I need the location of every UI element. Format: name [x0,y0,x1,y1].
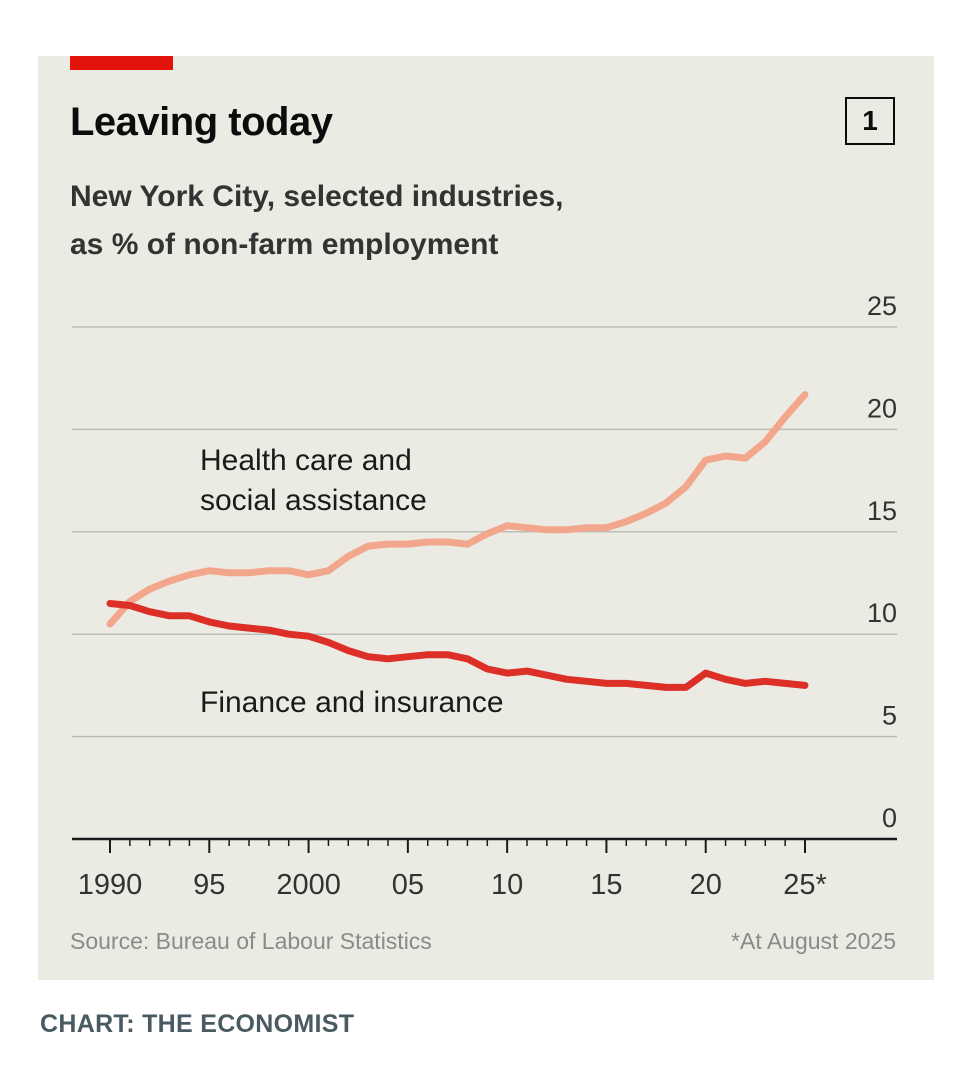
brand-tab [70,56,173,70]
x-axis: 1990 95 2000 05 10 15 20 25* [72,837,897,901]
chart-credit: CHART: THE ECONOMIST [40,1010,355,1038]
series-lines [106,391,809,691]
x-tick-label-1990: 1990 [78,869,143,901]
x-tick-label-2010: 10 [491,869,523,901]
series-label-1-line-0: Finance and insurance [200,686,504,719]
series-line-health-care-and-social-assistance [106,391,809,628]
y-tick-label-20: 20 [867,393,897,423]
chart-panel [38,56,934,980]
series-label-0-line-0: Health care and [200,444,412,477]
chart-subtitle-line-1: New York City, selected industries, [70,180,564,213]
footnote: *At August 2025 [731,928,896,954]
y-axis-labels: 0 5 10 15 20 25 [867,291,897,833]
y-tick-label-15: 15 [867,496,897,526]
x-tick-label-2025: 25* [783,869,827,901]
source-note: Source: Bureau of Labour Statistics [70,928,432,954]
y-tick-label-25: 25 [867,291,897,321]
x-tick-label-2020: 20 [690,869,722,901]
y-tick-label-5: 5 [882,701,897,731]
series-line-finance-and-insurance [106,600,809,691]
gridlines [72,326,897,738]
x-tick-label-2015: 15 [590,869,622,901]
chart-title: Leaving today [70,100,333,144]
x-tick-label-2000: 2000 [276,869,341,901]
y-tick-label-0: 0 [882,803,897,833]
chart-subtitle-line-2: as % of non-farm employment [70,228,499,261]
x-tick-label-1995: 95 [193,869,225,901]
series-label-0-line-1: social assistance [200,484,427,517]
series-labels: Health care and social assistance Finance … [200,444,504,719]
x-tick-label-2005: 05 [392,869,424,901]
chart-number-badge: 1 [845,97,895,145]
y-tick-label-10: 10 [867,598,897,628]
